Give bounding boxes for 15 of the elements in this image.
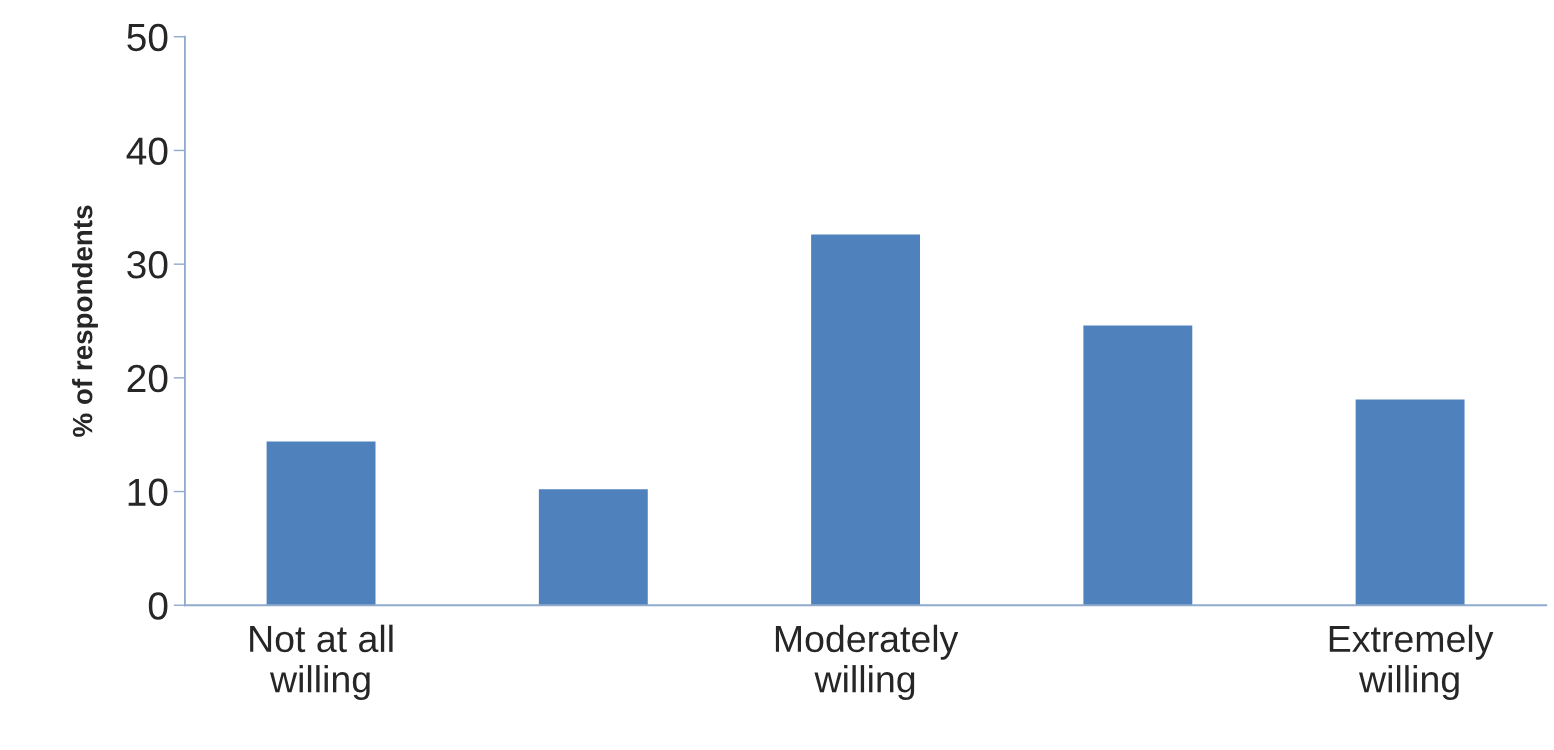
bar [1355, 399, 1465, 606]
x-tick-label: Moderately willing [775, 624, 959, 701]
y-tick-label: 20 [127, 364, 168, 393]
x-tick-label: Extremely willing [1329, 624, 1494, 701]
x-tick-label: Not at all willing [250, 624, 393, 701]
y-axis-title: % of respondents [72, 205, 98, 437]
y-tick-label: 50 [127, 23, 168, 52]
y-tick-label: 30 [127, 251, 168, 279]
bar [266, 441, 376, 606]
y-tick-label: 10 [128, 478, 168, 507]
bar [811, 234, 921, 606]
bar [1083, 325, 1193, 606]
bar [538, 489, 648, 606]
y-tick-label: 40 [126, 137, 168, 165]
y-tick-label: 0 [148, 592, 168, 620]
